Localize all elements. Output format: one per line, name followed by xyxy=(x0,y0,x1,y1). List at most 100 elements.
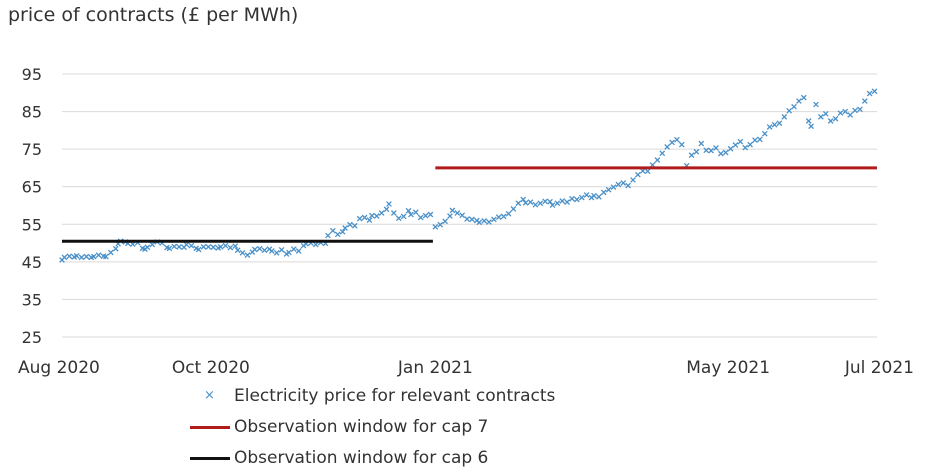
data-point xyxy=(244,252,251,258)
data-point xyxy=(486,219,492,225)
data-point xyxy=(722,149,729,156)
data-point xyxy=(600,189,607,196)
data-point xyxy=(708,147,714,154)
data-point xyxy=(449,207,456,214)
data-point xyxy=(442,218,448,225)
data-point xyxy=(857,106,863,113)
y-axis-title: price of contracts (£ per MWh) xyxy=(8,4,299,26)
data-point xyxy=(395,215,402,222)
data-point xyxy=(635,171,641,178)
data-point xyxy=(469,216,475,223)
data-point xyxy=(103,253,109,260)
data-point xyxy=(542,198,549,205)
data-point xyxy=(334,231,341,238)
data-point xyxy=(500,213,507,220)
data-point xyxy=(227,244,234,251)
data-point xyxy=(615,181,622,188)
data-point xyxy=(688,152,695,159)
data-point xyxy=(144,244,151,251)
data-point xyxy=(698,140,705,147)
legend-item: × Electricity price for relevant contract… xyxy=(190,380,555,411)
data-point xyxy=(408,211,414,218)
data-point xyxy=(732,142,739,148)
data-point xyxy=(625,182,631,189)
data-point xyxy=(188,242,195,249)
data-point xyxy=(325,232,331,239)
data-point xyxy=(595,193,602,200)
data-point xyxy=(554,200,561,207)
y-tick-label: 95 xyxy=(22,65,42,84)
legend-label: Observation window for cap 7 xyxy=(234,416,489,437)
data-point xyxy=(703,147,710,154)
data-point xyxy=(361,214,368,221)
data-point xyxy=(356,215,363,222)
data-point xyxy=(481,218,488,224)
data-point xyxy=(268,248,275,254)
x-tick-label: Aug 2020 xyxy=(18,358,100,378)
data-point xyxy=(549,202,556,208)
data-point xyxy=(791,103,797,110)
data-point xyxy=(678,141,685,148)
data-point xyxy=(766,124,773,130)
y-tick-label: 65 xyxy=(22,178,42,197)
data-point xyxy=(412,209,419,216)
data-point xyxy=(818,113,824,120)
data-point xyxy=(437,221,444,228)
data-point xyxy=(532,201,539,208)
data-point xyxy=(195,246,202,253)
data-point xyxy=(390,210,397,216)
data-point xyxy=(239,249,246,256)
data-point xyxy=(510,206,517,212)
data-point xyxy=(166,245,173,252)
data-point xyxy=(205,243,212,250)
data-point xyxy=(737,138,744,145)
data-point xyxy=(654,157,661,163)
y-tick-label: 45 xyxy=(22,253,42,272)
data-point xyxy=(505,210,512,217)
data-point xyxy=(66,253,73,260)
data-point xyxy=(693,148,700,155)
data-point xyxy=(832,115,839,122)
data-point xyxy=(559,198,566,204)
data-point xyxy=(347,221,353,228)
data-point xyxy=(781,113,788,120)
data-point xyxy=(578,194,585,201)
x-tick-label: Jul 2021 xyxy=(844,358,914,378)
data-point xyxy=(861,98,868,104)
plot-area: 25 35 45 55 65 75 85 95 Aug 2020 Oct 2020 Jan 2021… xyxy=(18,65,914,378)
data-point xyxy=(491,216,497,223)
data-point xyxy=(747,141,753,148)
data-point xyxy=(373,213,380,219)
data-point xyxy=(569,195,575,202)
data-point xyxy=(78,254,85,261)
y-tick-label: 75 xyxy=(22,140,42,159)
data-point xyxy=(771,121,778,128)
data-point xyxy=(383,206,390,213)
data-point xyxy=(369,212,375,219)
data-point xyxy=(234,247,241,254)
data-point xyxy=(644,168,651,175)
legend-marker-swatch: × xyxy=(204,387,215,403)
legend-label: Electricity price for relevant contracts xyxy=(234,385,556,406)
data-point xyxy=(583,192,590,198)
data-point xyxy=(261,247,268,254)
data-point xyxy=(149,241,156,248)
data-point xyxy=(664,144,671,150)
data-point xyxy=(574,196,580,203)
data-point xyxy=(520,196,527,203)
data-point xyxy=(847,112,854,118)
data-point xyxy=(822,110,829,117)
data-point xyxy=(73,252,80,259)
legend-item: Observation window for cap 6 xyxy=(190,442,555,473)
data-point xyxy=(417,214,424,221)
data-point xyxy=(527,199,534,205)
data-point xyxy=(432,224,439,230)
data-point xyxy=(808,123,814,130)
data-point xyxy=(495,214,502,221)
data-point xyxy=(620,180,627,186)
data-point xyxy=(800,94,807,101)
data-point xyxy=(210,244,217,251)
data-point xyxy=(107,249,114,256)
data-point xyxy=(342,225,348,231)
